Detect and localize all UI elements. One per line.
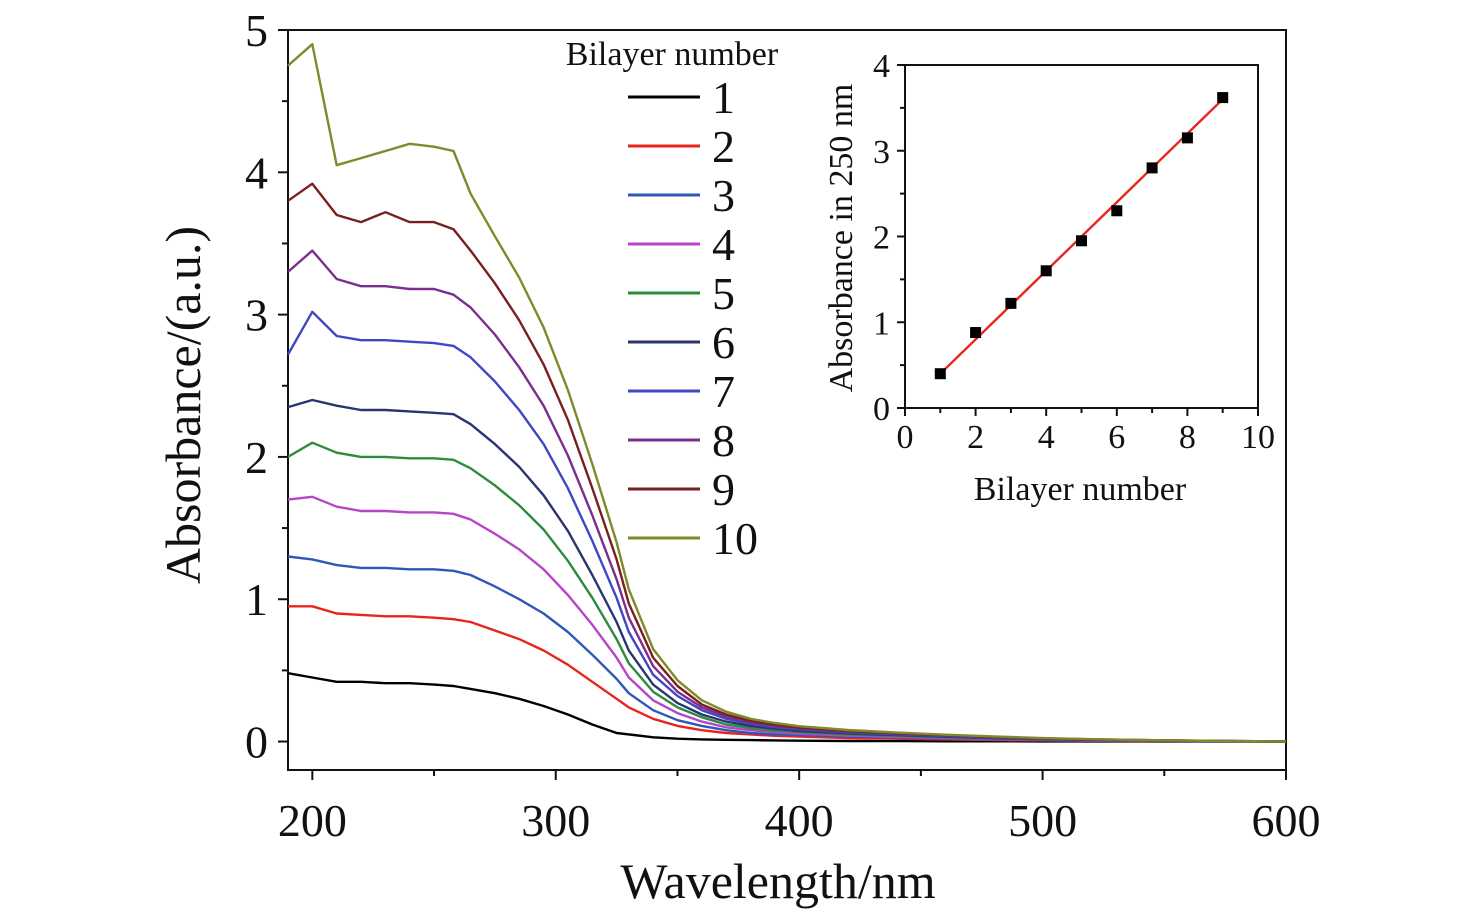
series-line-2: [288, 605, 1287, 743]
inset-point-8: [1181, 132, 1193, 144]
series-line-10: [287, 43, 1287, 743]
legend-label-7: 7: [712, 366, 735, 417]
inset-y-tick-label-4: 4: [873, 48, 890, 85]
x-tick-label-200: 200: [278, 795, 347, 846]
y-tick-label-5: 5: [245, 5, 268, 56]
x-tick-label-500: 500: [1008, 795, 1077, 846]
inset-y-tick-label-3: 3: [873, 134, 890, 171]
legend-label-4: 4: [712, 219, 735, 270]
inset-x-tick-label-2: 2: [967, 419, 984, 456]
inset-point-7: [1146, 162, 1158, 174]
main-plot-frame: [287, 29, 1287, 771]
inset-x-tick-label-10: 10: [1241, 419, 1275, 456]
inset-point-1: [934, 368, 946, 380]
main-x-ticks: 200 300 400 500 600: [278, 770, 1321, 846]
inset-point-6: [1111, 205, 1123, 217]
inset-y-tick-label-1: 1: [873, 305, 890, 342]
inset-y-ticks: 0 1 2 3 4: [873, 48, 905, 428]
legend-label-3: 3: [712, 170, 735, 221]
y-tick-label-1: 1: [245, 574, 268, 625]
legend-label-9: 9: [712, 464, 735, 515]
y-tick-label-3: 3: [245, 290, 268, 341]
x-tick-label-400: 400: [765, 795, 834, 846]
inset-plot: 0 2 4 6 8 10 0 1 2 3 4 Bilayer number Absorbance …: [823, 48, 1275, 508]
inset-points-group: [934, 92, 1229, 380]
inset-y-tick-label-2: 2: [873, 220, 890, 257]
legend-label-6: 6: [712, 317, 735, 368]
x-tick-label-600: 600: [1252, 795, 1321, 846]
inset-x-tick-label-0: 0: [897, 419, 914, 456]
legend-label-2: 2: [712, 121, 735, 172]
inset-x-tick-label-6: 6: [1108, 419, 1125, 456]
inset-point-5: [1076, 235, 1087, 247]
inset-y-axis-title: Absorbance in 250 nm: [823, 84, 860, 393]
main-y-axis-title: Absorbance/(a.u.): [155, 226, 211, 584]
legend-title: Bilayer number: [566, 36, 779, 73]
series-line-1: [287, 672, 1286, 743]
inset-point-3: [1005, 297, 1017, 309]
inset-x-axis-title: Bilayer number: [974, 471, 1187, 508]
inset-x-tick-label-4: 4: [1038, 419, 1055, 456]
inset-point-9: [1217, 92, 1229, 104]
legend-label-1: 1: [712, 72, 735, 123]
y-tick-label-0: 0: [245, 717, 268, 768]
main-y-ticks: 0 1 2 3 4 5: [245, 5, 288, 768]
legend-label-8: 8: [712, 415, 735, 466]
x-tick-label-300: 300: [521, 795, 590, 846]
inset-x-tick-label-8: 8: [1179, 419, 1196, 456]
inset-point-4: [1040, 265, 1052, 277]
main-x-axis-title: Wavelength/nm: [620, 853, 935, 909]
series-line-3: [287, 555, 1287, 743]
inset-x-ticks: 0 2 4 6 8 10: [897, 408, 1275, 456]
main-series-group: [286, 43, 1287, 743]
inset-y-tick-label-0: 0: [873, 391, 890, 428]
inset-point-2: [970, 327, 982, 339]
legend-label-5: 5: [712, 268, 735, 319]
y-tick-label-4: 4: [245, 147, 268, 198]
legend-label-10: 10: [712, 513, 758, 564]
y-tick-label-2: 2: [245, 432, 268, 483]
